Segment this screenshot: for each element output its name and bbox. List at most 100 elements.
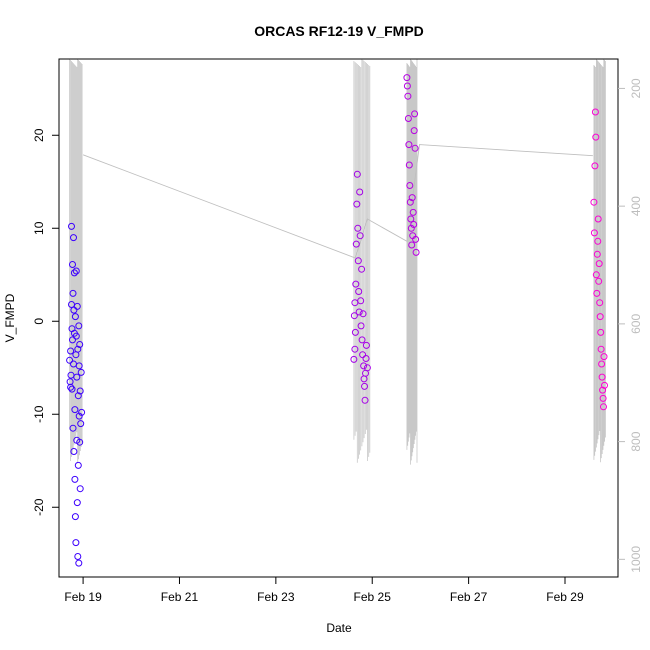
data-point (73, 499, 81, 507)
right-tick-label: 600 (629, 314, 643, 334)
chart-title: ORCAS RF12-19 V_FMPD (254, 23, 424, 39)
data-point (358, 336, 366, 344)
data-point (71, 406, 79, 414)
data-point (356, 188, 364, 196)
data-point (352, 240, 360, 248)
data-point (68, 385, 76, 393)
data-point (69, 424, 77, 432)
data-point (406, 198, 414, 206)
data-point (69, 261, 76, 268)
x-tick-label: Feb 23 (257, 590, 295, 604)
data-point (76, 341, 84, 348)
data-point (594, 237, 602, 245)
connecting-line (82, 144, 593, 259)
data-point (361, 396, 369, 404)
data-point (67, 347, 75, 355)
data-point (354, 257, 362, 265)
data-points (66, 74, 608, 567)
data-point (597, 345, 605, 353)
data-point (591, 162, 599, 170)
data-point (592, 133, 600, 141)
series-line (82, 144, 593, 259)
data-point (358, 265, 366, 273)
data-point (351, 345, 359, 353)
data-point (412, 235, 420, 243)
data-point (353, 170, 361, 178)
data-point (71, 475, 79, 483)
data-point (599, 386, 607, 394)
data-point (72, 539, 80, 547)
data-point (362, 355, 370, 362)
x-tick-label: Feb 19 (64, 590, 102, 604)
x-tick-label: Feb 21 (161, 590, 199, 604)
y-tick-label: 20 (32, 128, 46, 142)
data-point (595, 277, 603, 285)
right-tick-label: 800 (629, 431, 643, 451)
data-point (362, 341, 370, 349)
data-point (412, 248, 420, 256)
data-point (74, 392, 82, 400)
data-point (599, 394, 607, 402)
data-point (72, 267, 80, 275)
data-point (596, 299, 604, 307)
data-point (66, 356, 74, 364)
data-point (77, 368, 85, 376)
data-point (410, 221, 418, 228)
data-point (72, 332, 80, 340)
data-point (359, 310, 367, 318)
data-point (405, 141, 413, 149)
data-point (593, 250, 601, 258)
data-point (351, 328, 359, 336)
x-tick-label: Feb 25 (354, 590, 392, 604)
data-point (353, 200, 361, 208)
data-point (70, 448, 78, 455)
data-point (74, 461, 82, 469)
data-point (409, 208, 417, 216)
data-point (355, 288, 363, 295)
data-point (350, 312, 358, 320)
data-point (73, 302, 81, 310)
data-point (404, 92, 412, 100)
data-point (360, 362, 368, 370)
y-tick-label: 10 (32, 221, 46, 235)
x-tick-label: Feb 27 (450, 590, 488, 604)
data-point (405, 161, 413, 169)
data-point (591, 108, 599, 116)
data-point (410, 127, 418, 135)
data-point (356, 232, 364, 240)
data-point (408, 241, 416, 249)
data-point (597, 328, 605, 336)
data-point (592, 271, 600, 279)
data-point (76, 387, 84, 395)
data-point (411, 144, 419, 152)
data-point (593, 289, 601, 297)
data-point (596, 313, 604, 321)
data-point (357, 322, 365, 330)
data-point (361, 382, 368, 390)
pressure-trace (69, 59, 83, 464)
data-point (350, 355, 358, 363)
right-tick-label: 200 (629, 78, 643, 98)
right-tick-label: 1000 (629, 546, 643, 573)
plot-frame (58, 58, 619, 578)
data-point (598, 373, 606, 381)
data-point (77, 420, 85, 428)
data-point (595, 260, 603, 268)
data-point (601, 381, 608, 389)
data-point (74, 553, 82, 560)
y-axis-label: V_FMPD (3, 293, 17, 342)
data-point (352, 280, 360, 288)
data-point (75, 362, 83, 370)
data-point (75, 559, 83, 567)
data-point (411, 110, 419, 118)
data-point (590, 229, 598, 237)
data-point (76, 438, 84, 446)
data-point (600, 353, 608, 361)
pressure-trace (406, 59, 418, 465)
data-point (354, 224, 362, 232)
axes: -20 -10 0 10 20 Feb 19 Feb 21 Feb 23 Feb 25 Feb 2… (32, 58, 643, 604)
data-point (70, 269, 78, 277)
pressure-trace (593, 59, 606, 463)
data-point (403, 82, 411, 90)
